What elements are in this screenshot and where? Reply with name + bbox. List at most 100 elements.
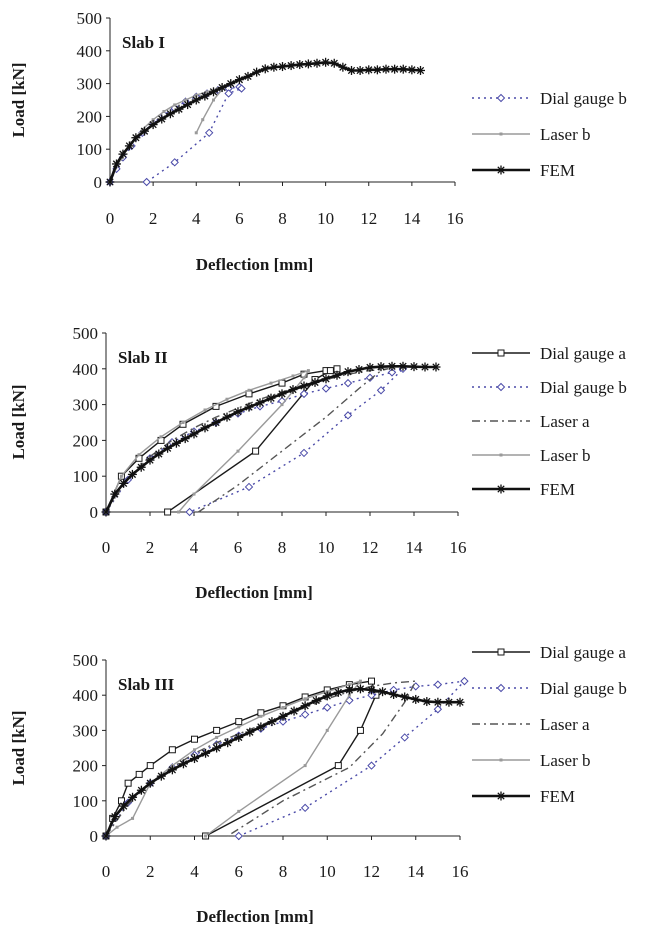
- data-point: [409, 362, 419, 372]
- data-point: [200, 423, 210, 433]
- data-point: [303, 764, 307, 768]
- y-tick-label: 400: [73, 360, 99, 379]
- data-point: [387, 361, 397, 371]
- data-point: [325, 728, 329, 732]
- x-tick-label: 12: [362, 538, 379, 557]
- data-point: [131, 816, 135, 820]
- data-point: [127, 469, 137, 479]
- data-point: [189, 429, 199, 439]
- data-point: [387, 368, 397, 377]
- data-point: [269, 62, 279, 72]
- legend-marker: [496, 382, 506, 392]
- data-point: [142, 177, 151, 187]
- series-laser-a: [105, 368, 389, 513]
- data-point: [209, 87, 218, 97]
- x-tick-label: 4: [190, 862, 199, 881]
- data-point: [343, 367, 353, 377]
- data-point: [323, 703, 332, 712]
- data-point: [101, 831, 111, 841]
- legend-item: Dial gauge a: [472, 643, 626, 662]
- data-point: [321, 57, 331, 67]
- legend-item: Dial gauge b: [472, 679, 627, 698]
- data-point: [245, 727, 255, 737]
- y-tick-label: 500: [73, 324, 99, 343]
- data-point: [237, 809, 241, 813]
- legend-marker: [496, 93, 506, 103]
- data-point: [378, 687, 388, 697]
- x-tick-label: 14: [407, 862, 425, 881]
- data-point: [247, 388, 251, 392]
- y-tick-label: 300: [77, 75, 103, 94]
- legend-marker: [499, 453, 503, 457]
- data-point: [365, 362, 375, 372]
- data-point: [154, 449, 164, 459]
- data-point: [243, 71, 253, 81]
- data-point: [157, 114, 167, 124]
- data-point: [358, 679, 362, 683]
- data-point: [236, 449, 240, 453]
- series-line: [108, 60, 421, 183]
- legend-marker: [499, 132, 503, 136]
- data-point: [213, 726, 221, 734]
- data-point: [343, 378, 353, 388]
- data-point: [329, 58, 339, 68]
- series-laser-a: [105, 680, 417, 837]
- series-line: [104, 364, 436, 513]
- legend-label: FEM: [540, 480, 575, 499]
- x-tick-label: 0: [102, 862, 111, 881]
- y-tick-label: 400: [77, 42, 103, 61]
- data-point: [259, 714, 263, 718]
- x-tick-label: 2: [146, 862, 155, 881]
- legend-item: Dial gauge b: [472, 89, 627, 108]
- legend-item: Laser b: [472, 751, 591, 770]
- data-point: [280, 403, 284, 407]
- data-point: [381, 64, 391, 74]
- x-tick-label: 12: [360, 209, 377, 228]
- legend-item: FEM: [472, 480, 575, 499]
- series-fem: [105, 57, 425, 187]
- data-point: [177, 510, 181, 514]
- data-point: [332, 370, 342, 380]
- data-point: [135, 770, 143, 778]
- x-tick-label: 4: [192, 209, 201, 228]
- data-point: [278, 379, 286, 387]
- data-point: [255, 398, 265, 408]
- legend-marker: [497, 648, 505, 656]
- data-point: [190, 754, 199, 764]
- data-point: [244, 482, 254, 492]
- legend-item: Laser a: [472, 412, 590, 431]
- data-point: [193, 748, 196, 752]
- data-point: [183, 98, 187, 102]
- data-point: [159, 435, 163, 439]
- data-point: [278, 717, 288, 726]
- data-point: [364, 65, 374, 75]
- x-tick-label: 10: [319, 862, 336, 881]
- legend-item: Dial gauge b: [472, 378, 627, 397]
- data-point: [455, 697, 465, 707]
- legend: Dial gauge a Dial gauge b Laser a Laser b FE…: [472, 643, 627, 806]
- y-tick-label: 300: [73, 396, 99, 415]
- data-point: [368, 677, 375, 685]
- series-line: [105, 368, 338, 513]
- y-axis-title: Load [kN]: [9, 62, 28, 137]
- x-tick-label: 14: [406, 538, 424, 557]
- x-tick-label: 10: [317, 209, 334, 228]
- data-point: [269, 381, 273, 385]
- data-point: [119, 801, 129, 811]
- data-point: [420, 362, 430, 372]
- data-point: [289, 706, 299, 716]
- data-point: [137, 453, 141, 457]
- x-axis-title: Deflection [mm]: [196, 255, 314, 274]
- y-tick-label: 500: [73, 651, 99, 670]
- data-point: [244, 402, 254, 412]
- data-point: [300, 701, 310, 711]
- data-point: [277, 389, 287, 399]
- y-tick-label: 0: [90, 503, 99, 522]
- data-point: [326, 367, 334, 375]
- data-point: [165, 109, 175, 119]
- data-point: [110, 812, 120, 822]
- data-point: [400, 692, 410, 702]
- data-point: [170, 158, 179, 167]
- data-point: [124, 779, 132, 787]
- data-point: [347, 65, 356, 75]
